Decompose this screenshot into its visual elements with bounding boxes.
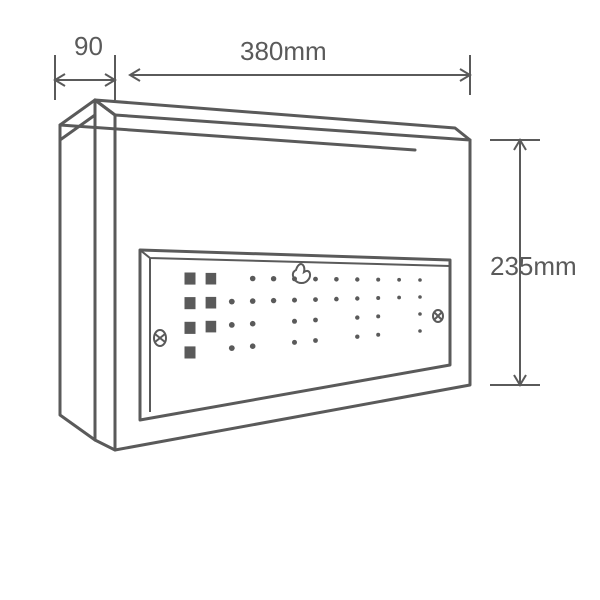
indicator-dot <box>418 295 422 299</box>
indicator-dot <box>418 329 422 333</box>
indicator-dot <box>418 312 422 316</box>
indicator-dot <box>355 277 359 281</box>
dim-width: 380mm <box>130 36 470 95</box>
indicator-dot <box>376 278 380 282</box>
indicator-square <box>206 321 217 333</box>
indicator-dot <box>271 276 276 281</box>
dim-depth-label: 90 <box>74 31 103 61</box>
indicator-dot <box>229 345 235 351</box>
indicator-dot <box>313 277 318 282</box>
indicator-dot <box>355 296 359 300</box>
indicator-dot <box>397 278 401 282</box>
panel-body <box>60 100 470 450</box>
indicator-dot <box>313 338 318 343</box>
indicator-dot <box>376 314 380 318</box>
indicator-dot <box>292 276 297 281</box>
indicator-dot <box>250 343 256 349</box>
indicator-dot <box>313 318 318 323</box>
indicator-dot <box>271 298 276 303</box>
dim-depth: 90 <box>55 31 115 100</box>
indicator-dot <box>397 296 401 300</box>
indicator-square <box>185 322 196 334</box>
indicator-dot <box>418 278 422 282</box>
indicator-dot <box>229 322 235 328</box>
indicator-square <box>185 346 196 358</box>
dim-height-label: 235mm <box>490 251 577 281</box>
indicator-square <box>185 273 196 285</box>
indicator-dot <box>355 335 359 339</box>
indicator-dot <box>334 277 339 282</box>
indicator-dot <box>376 296 380 300</box>
indicator-dot <box>334 297 339 302</box>
screw-left <box>154 330 166 346</box>
indicator-dot <box>355 315 359 319</box>
indicator-square <box>206 297 217 309</box>
indicator-dot <box>376 333 380 337</box>
indicator-dot <box>250 321 256 327</box>
screw-right <box>433 310 443 322</box>
indicator-dot <box>313 297 318 302</box>
dim-height: 235mm <box>490 140 577 385</box>
indicator-dot <box>292 319 297 324</box>
indicator-square <box>206 273 217 285</box>
indicator-grid <box>185 273 422 359</box>
panel-diagram: 90 380mm 235mm <box>0 0 600 600</box>
indicator-dot <box>229 299 235 305</box>
dim-width-label: 380mm <box>240 36 327 66</box>
indicator-dot <box>292 340 297 345</box>
indicator-dot <box>250 298 256 304</box>
indicator-square <box>185 297 196 309</box>
indicator-dot <box>292 298 297 303</box>
indicator-dot <box>250 276 256 282</box>
